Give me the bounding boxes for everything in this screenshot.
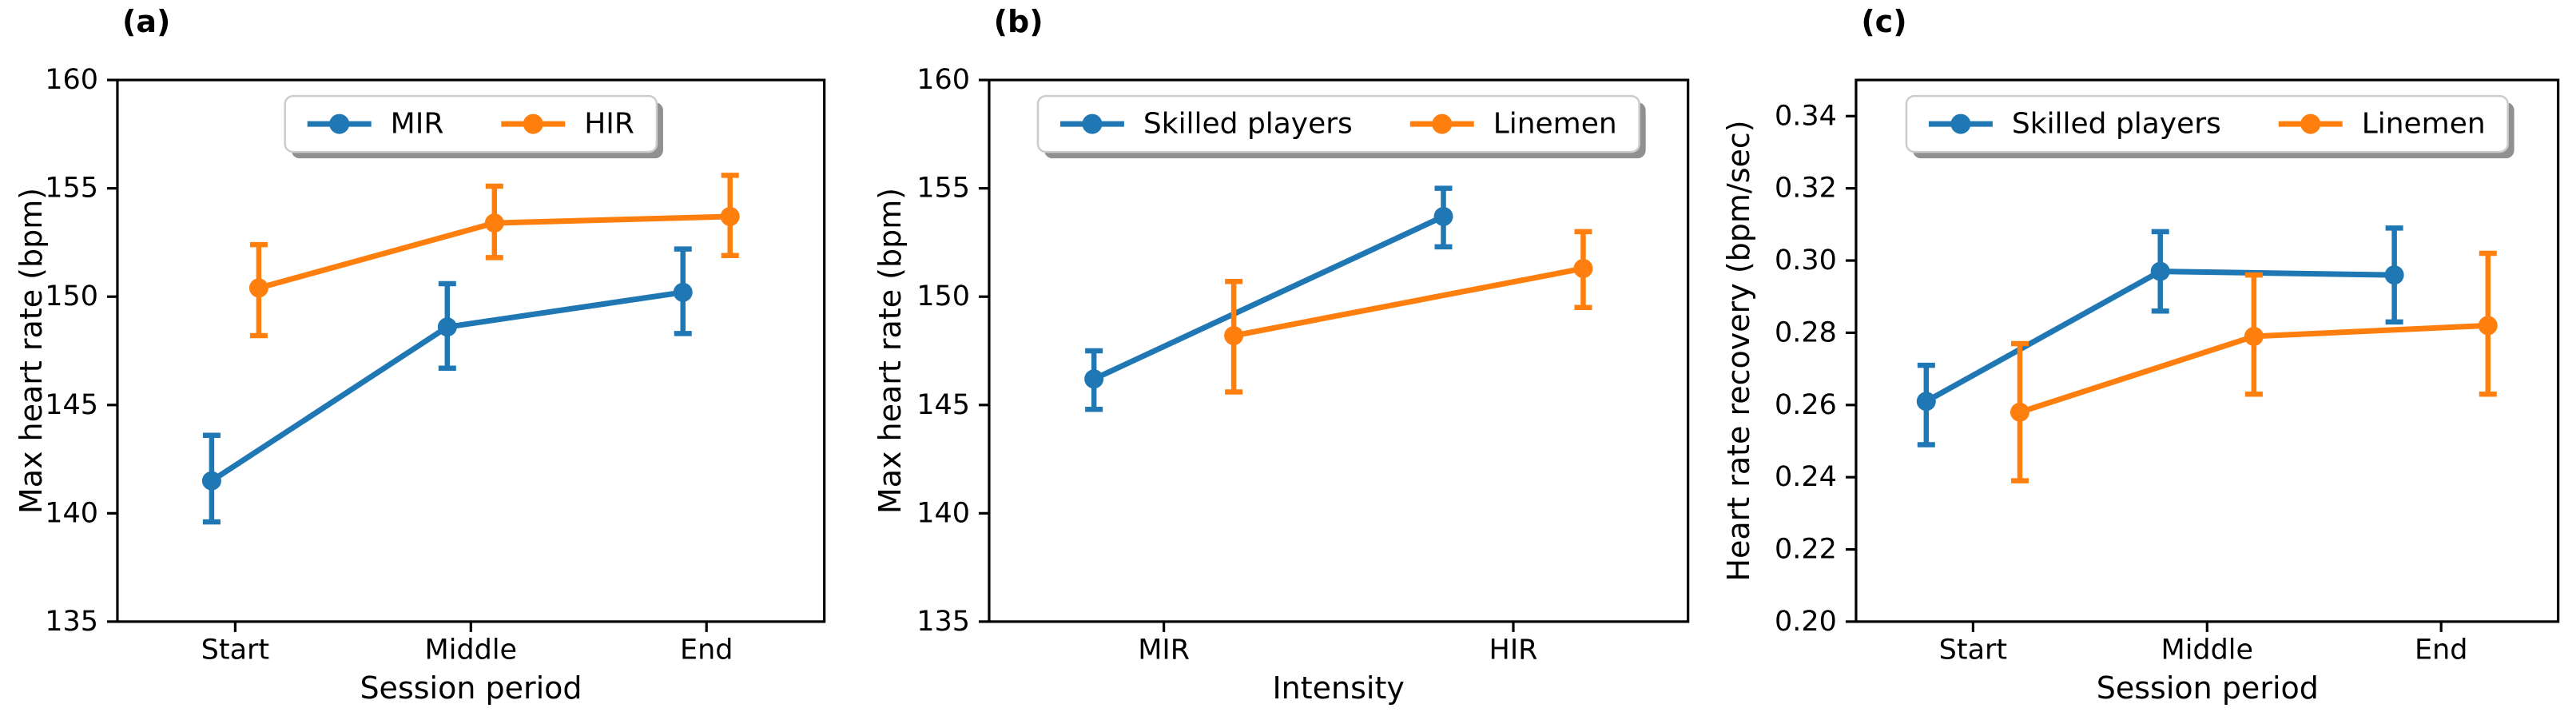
data-point bbox=[1573, 258, 1593, 278]
legend-key-marker bbox=[1082, 113, 1103, 134]
panel-a-label: (a) bbox=[122, 4, 171, 39]
y-tick-label: 155 bbox=[45, 173, 98, 205]
data-point bbox=[673, 282, 693, 302]
x-tick-label: End bbox=[2415, 634, 2467, 666]
data-point bbox=[720, 206, 740, 226]
panel-c: (c) Heart rate recovery (bpm/sec) Sessio… bbox=[1717, 0, 2576, 720]
panel-b: (b) Max heart rate (bpm) Intensity 135 14… bbox=[859, 0, 1718, 720]
y-tick-label: 135 bbox=[916, 606, 970, 638]
data-point bbox=[2010, 402, 2030, 422]
data-point bbox=[2479, 316, 2498, 336]
data-point bbox=[1223, 326, 1243, 346]
data-point bbox=[1917, 392, 1937, 412]
legend-key-marker bbox=[523, 113, 543, 134]
legend-item-label: Skilled players bbox=[2012, 108, 2221, 141]
legend: Skilled players Linemen bbox=[1036, 94, 1646, 159]
data-point bbox=[201, 471, 221, 491]
y-tick-label: 150 bbox=[916, 280, 970, 312]
panel-b-chart: 135 140 145 150 155 160 MIR HIR Skilled players L… bbox=[916, 64, 1689, 666]
panel-b-y-axis-title: Max heart rate (bpm) bbox=[872, 187, 908, 515]
y-tick-label: 0.30 bbox=[1775, 245, 1837, 276]
legend-item-label: Linemen bbox=[1493, 108, 1616, 141]
y-tick-label: 0.32 bbox=[1775, 173, 1837, 205]
data-point bbox=[2244, 326, 2264, 346]
panel-c-y-axis-title: Heart rate recovery (bpm/sec) bbox=[1721, 120, 1757, 582]
y-tick-label: 0.20 bbox=[1775, 606, 1837, 638]
y-tick-label: 0.28 bbox=[1775, 316, 1837, 348]
y-tick-label: 160 bbox=[45, 64, 98, 96]
legend-box bbox=[1036, 94, 1640, 153]
legend-key-marker bbox=[1431, 113, 1452, 134]
data-point bbox=[248, 278, 268, 298]
panel-a-x-axis-title: Session period bbox=[360, 670, 582, 706]
data-point bbox=[2384, 265, 2404, 285]
panel-a-y-axis-title: Max heart rate (bpm) bbox=[14, 187, 50, 515]
legend-key-marker bbox=[1950, 113, 1971, 134]
series-line-skilled-players bbox=[1091, 213, 1446, 382]
data-point bbox=[1433, 206, 1453, 226]
y-tick-label: 135 bbox=[45, 606, 98, 638]
data-point bbox=[484, 213, 504, 233]
y-tick-label: 0.26 bbox=[1775, 389, 1837, 421]
panel-c-chart: 0.20 0.22 0.24 0.26 0.28 0.30 0.32 0.34 Start Mid… bbox=[1775, 78, 2560, 666]
y-tick-label: 160 bbox=[916, 64, 970, 96]
x-tick-label: Middle bbox=[425, 634, 518, 666]
y-tick-label: 155 bbox=[916, 173, 970, 205]
data-point bbox=[437, 317, 457, 337]
y-tick-label: 140 bbox=[45, 497, 98, 529]
y-tick-label: 140 bbox=[916, 497, 970, 529]
legend: MIR HIR bbox=[284, 94, 663, 159]
y-tick-label: 0.22 bbox=[1775, 534, 1837, 566]
y-tick-label: 0.24 bbox=[1775, 461, 1837, 493]
legend-box bbox=[284, 94, 658, 153]
y-tick-label: 0.34 bbox=[1775, 100, 1837, 132]
y-tick-label: 150 bbox=[45, 280, 98, 312]
axes-frame bbox=[988, 78, 1689, 623]
x-tick-label: Start bbox=[1939, 634, 2007, 666]
series-line-linemen bbox=[1230, 265, 1586, 339]
legend-key-marker bbox=[329, 113, 350, 134]
y-tick-label: 145 bbox=[916, 389, 970, 421]
x-tick-label: MIR bbox=[1138, 634, 1190, 666]
x-tick-label: Start bbox=[201, 634, 269, 666]
x-tick-label: End bbox=[680, 634, 733, 666]
y-tick-label: 145 bbox=[45, 389, 98, 421]
legend-item-label: Skilled players bbox=[1143, 108, 1353, 141]
x-tick-label: Middle bbox=[2161, 634, 2254, 666]
panel-a-chart: 135 140 145 150 155 160 Start Middle End MIR HIR bbox=[45, 64, 826, 666]
panel-b-label: (b) bbox=[993, 4, 1044, 39]
legend-key-marker bbox=[2300, 113, 2321, 134]
legend-item-label: Linemen bbox=[2362, 108, 2486, 141]
legend: Skilled players Linemen bbox=[1906, 94, 2514, 159]
legend-box bbox=[1906, 94, 2510, 153]
data-point bbox=[1083, 369, 1103, 389]
panel-c-label: (c) bbox=[1861, 4, 1907, 39]
legend-item-label: MIR bbox=[391, 108, 444, 141]
panel-c-x-axis-title: Session period bbox=[2096, 670, 2319, 706]
panel-a: (a) Max heart rate (bpm) Session period … bbox=[0, 0, 859, 720]
axes-frame bbox=[116, 78, 826, 623]
data-point bbox=[2151, 261, 2171, 281]
x-tick-label: HIR bbox=[1489, 634, 1537, 666]
panel-b-x-axis-title: Intensity bbox=[1272, 670, 1405, 706]
legend-item-label: HIR bbox=[584, 108, 634, 141]
